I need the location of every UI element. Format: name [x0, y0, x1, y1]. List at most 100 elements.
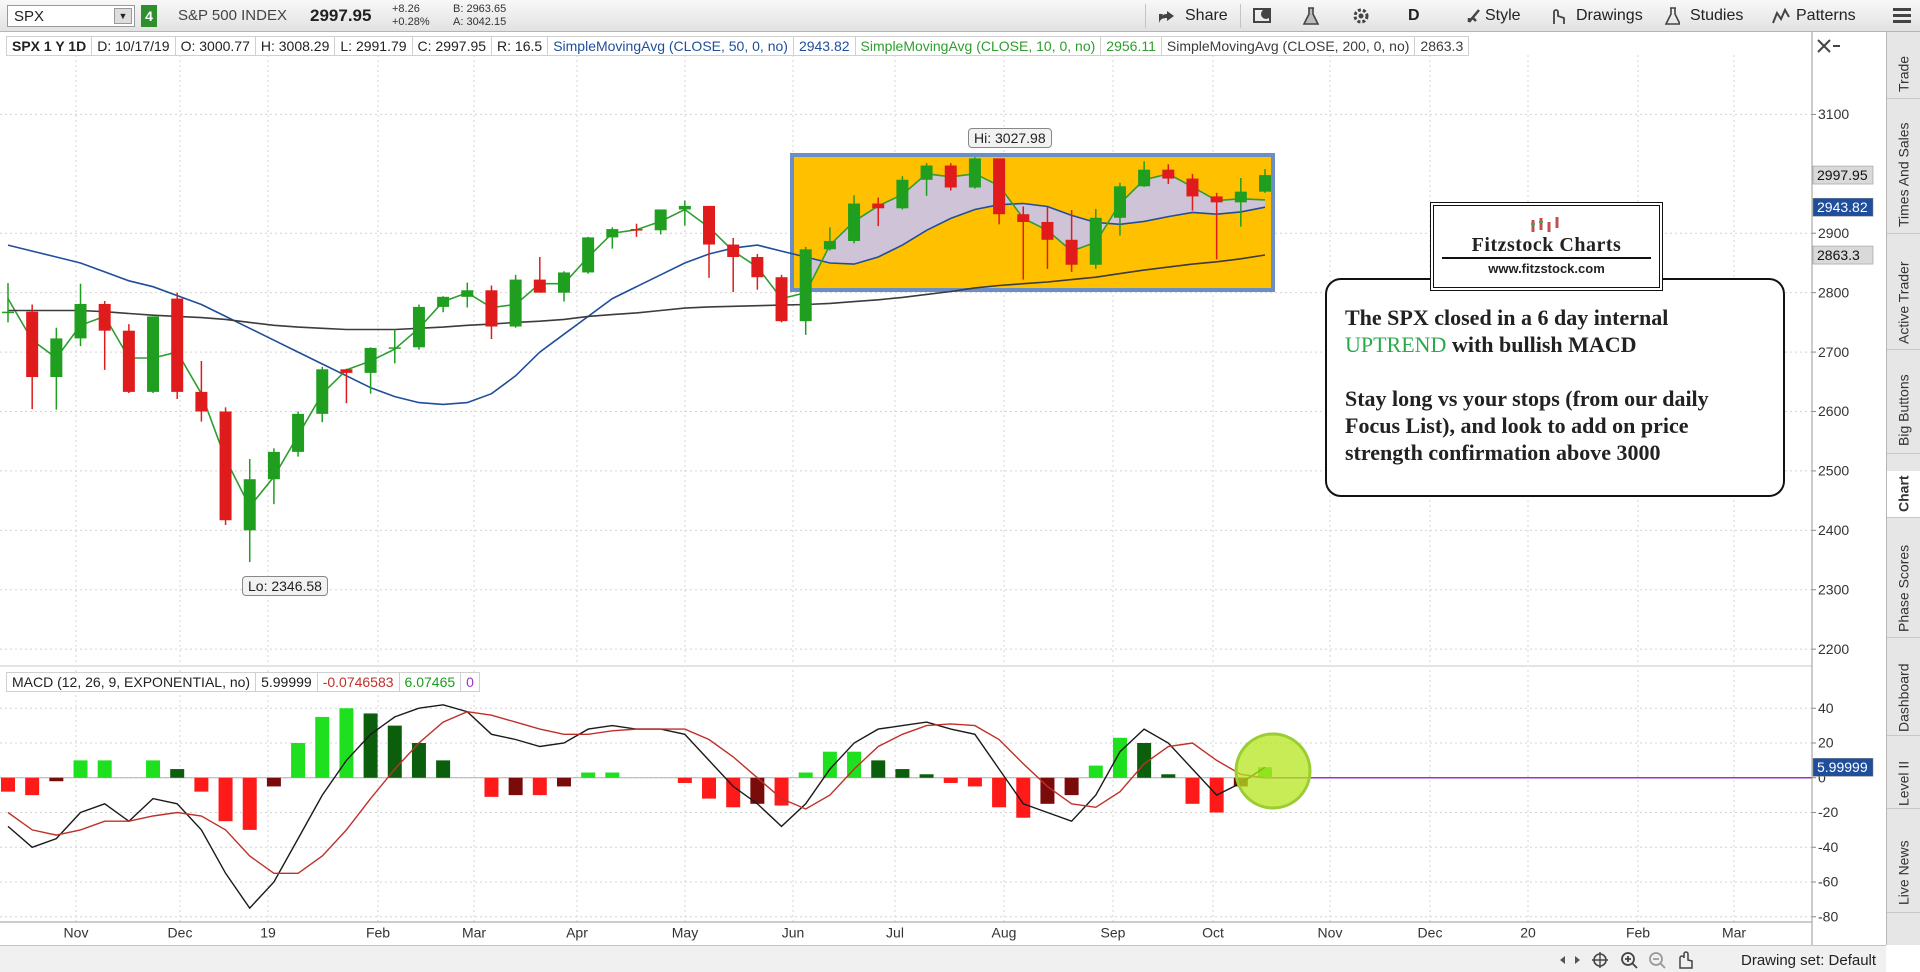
toolbar: SPX ▼ 4 S&P 500 INDEX 2997.95 +8.26 +0.2… — [0, 0, 1920, 32]
lab-icon[interactable] — [1302, 6, 1320, 26]
close: C: 2997.95 — [411, 36, 493, 56]
studies-button[interactable]: Studies — [1690, 7, 1744, 24]
histogram-bar — [97, 760, 112, 778]
sidebar-tab[interactable]: Big Buttons — [1887, 367, 1920, 454]
sidebar-tab[interactable]: Phase Scores — [1887, 539, 1920, 638]
expand-icon[interactable] — [1817, 39, 1840, 53]
candle-body — [74, 303, 87, 339]
candle-body — [1162, 169, 1175, 179]
candle-body — [630, 229, 643, 231]
date: D: 10/17/19 — [91, 36, 176, 56]
y-tick-label: 2700 — [1818, 344, 1849, 360]
histogram-bar — [170, 769, 185, 778]
histogram-bar — [871, 760, 886, 778]
candle-body — [412, 306, 425, 348]
histogram-bar — [1064, 777, 1079, 796]
dropdown-arrow[interactable]: ▼ — [114, 8, 132, 24]
sidebar-tab[interactable]: Active Trader — [1887, 257, 1920, 350]
logo: Fitzstock Charts www.fitzstock.com — [1430, 202, 1663, 291]
histogram-bar — [1016, 777, 1031, 818]
macd-diff: 6.07465 — [398, 672, 462, 692]
y-tick-label: 20 — [1818, 735, 1834, 751]
bid: B: 2963.65 — [453, 3, 507, 15]
histogram-bar — [339, 708, 354, 778]
candle-body — [557, 272, 570, 293]
histogram-bar — [919, 774, 934, 778]
candle-body — [582, 237, 595, 273]
candle-body — [364, 347, 377, 373]
candle-body — [1186, 178, 1199, 197]
y-tick-label: 40 — [1818, 700, 1834, 716]
candle-body — [678, 205, 691, 210]
sidebar-tab[interactable]: Chart — [1887, 471, 1920, 518]
candle-body — [703, 205, 716, 245]
histogram-bar — [1112, 737, 1127, 778]
x-tick-label: 20 — [1520, 925, 1536, 941]
settings-icon[interactable] — [1351, 6, 1371, 26]
candle-body — [944, 165, 957, 188]
histogram-bar — [315, 716, 330, 778]
x-tick-label: May — [672, 925, 698, 941]
study-value: 2956.11 — [1100, 36, 1162, 56]
candle-body — [1234, 191, 1247, 203]
sidebar: Trade Times And Sales Active Trader Big But… — [1886, 32, 1920, 945]
macd-avg: -0.0746583 — [316, 672, 400, 692]
drawings-button[interactable]: Drawings — [1576, 7, 1643, 24]
histogram-bar — [266, 777, 281, 787]
value-tag — [1812, 758, 1874, 777]
x-tick-label: Feb — [366, 925, 390, 941]
x-tick-label: Oct — [1202, 925, 1224, 941]
histogram-bar — [242, 777, 257, 830]
x-tick-label: Nov — [64, 925, 89, 941]
macd-header: MACD (12, 26, 9, EXPONENTIAL, no) 5.9999… — [6, 672, 480, 692]
sidebar-tab[interactable]: Live News — [1887, 833, 1920, 913]
candle-body — [896, 179, 909, 209]
patterns-button[interactable]: Patterns — [1796, 7, 1856, 24]
commentary-text: with bullish MACD — [1446, 332, 1637, 357]
highlight-band — [805, 173, 1265, 293]
histogram-bar — [847, 751, 862, 778]
candle-body — [50, 338, 63, 378]
histogram-bar — [774, 777, 789, 806]
sidebar-tab[interactable]: Dashboard — [1887, 661, 1920, 736]
candle-body — [654, 209, 667, 231]
commentary-box: The SPX closed in a 6 day internal UPTRE… — [1325, 278, 1785, 497]
share-button[interactable]: Share — [1185, 7, 1228, 24]
alert-icon[interactable] — [1252, 7, 1274, 25]
candle-body — [485, 290, 498, 327]
price-tag — [1812, 197, 1874, 217]
candle-body — [243, 479, 256, 531]
style-icon — [1467, 9, 1480, 23]
candle-body — [122, 330, 135, 392]
histogram-bar — [25, 777, 40, 796]
drawings-icon — [1553, 9, 1565, 24]
link-group[interactable]: 4 — [141, 5, 157, 27]
histogram-bar — [798, 772, 813, 778]
menu-button[interactable] — [1893, 8, 1911, 24]
last-price-tag — [1812, 165, 1874, 185]
sidebar-tab[interactable]: Level II — [1887, 759, 1920, 809]
candle-body — [437, 296, 450, 307]
candle-body — [1138, 169, 1151, 187]
macd-value: 5.99999 — [255, 672, 318, 692]
symbol-box[interactable]: SPX ▼ — [7, 5, 135, 27]
chart-controls[interactable] — [1556, 951, 1736, 969]
histogram-bar — [943, 777, 958, 783]
candle-body — [727, 244, 740, 258]
drawing-set[interactable]: Drawing set: Default — [1741, 952, 1877, 969]
sidebar-tab[interactable]: Trade — [1887, 49, 1920, 99]
candle-body — [1113, 186, 1126, 218]
info-bar: SPX 1 Y 1D D: 10/17/19 O: 3000.77 H: 300… — [6, 36, 1470, 56]
candle-body — [171, 298, 184, 392]
sidebar-tab[interactable]: Times And Sales — [1887, 116, 1920, 234]
histogram-bar — [726, 777, 741, 808]
candle-body — [993, 158, 1006, 215]
y-tick-label: 2400 — [1818, 522, 1849, 538]
histogram-bar — [532, 777, 547, 796]
timeframe-button[interactable]: D — [1408, 7, 1420, 24]
candle-body — [2, 311, 14, 314]
candle-body — [509, 279, 522, 327]
x-tick-label: Apr — [566, 925, 588, 941]
candle-body — [98, 303, 111, 331]
style-button[interactable]: Style — [1485, 7, 1521, 24]
